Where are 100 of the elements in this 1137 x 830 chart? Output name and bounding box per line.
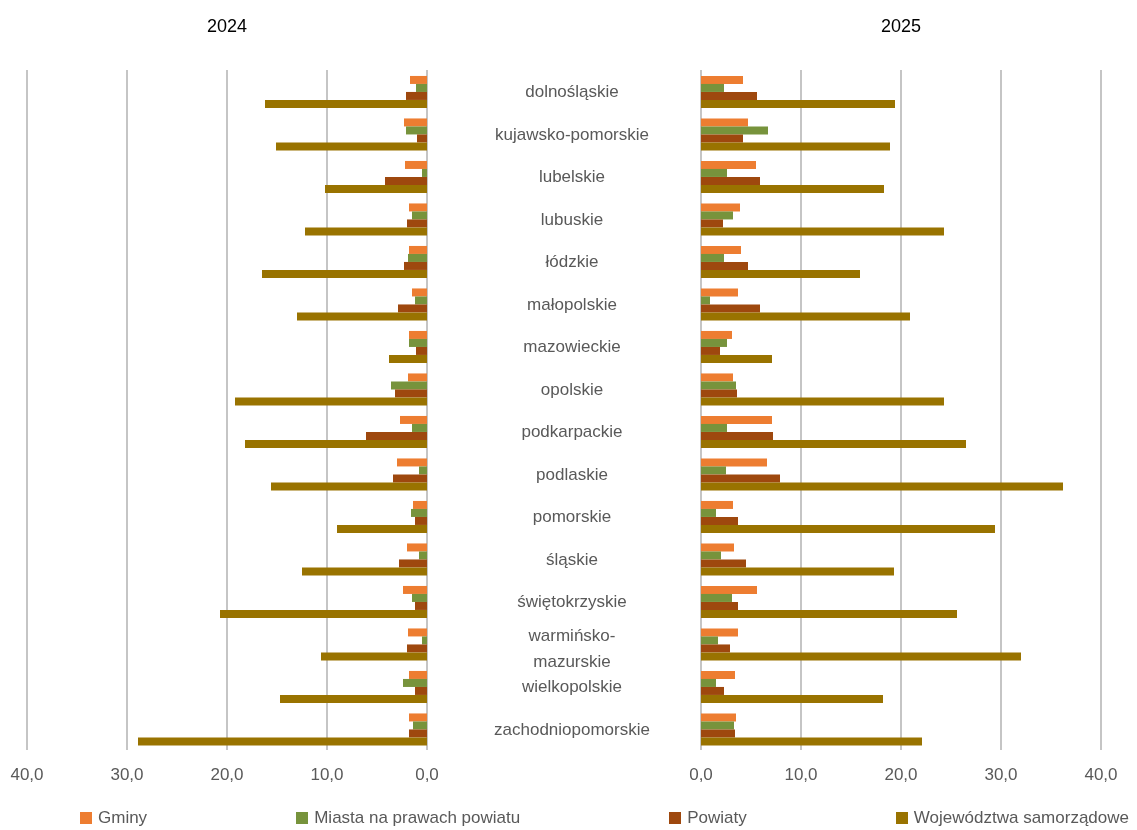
- x-tick-label: 30,0: [984, 765, 1018, 785]
- bar: [391, 381, 427, 390]
- bar: [325, 184, 427, 193]
- legend-label: Województwa samorządowe: [913, 808, 1129, 828]
- bar: [701, 346, 720, 355]
- y-tick-label: lubuskie: [540, 209, 604, 229]
- bar: [410, 75, 427, 84]
- bar: [701, 466, 726, 475]
- bar: [302, 567, 427, 576]
- bar: [408, 253, 427, 262]
- bar: [271, 482, 427, 491]
- bar: [701, 176, 760, 185]
- bar: [701, 203, 740, 212]
- bar: [701, 644, 730, 653]
- bar: [701, 269, 860, 278]
- bar: [701, 559, 746, 568]
- bar: [701, 628, 738, 637]
- bar: [409, 338, 427, 347]
- y-tick-label: dolnośląskie: [525, 81, 619, 101]
- bar: [408, 628, 427, 637]
- bar: [701, 245, 741, 254]
- y-tick-label: podlaskie: [536, 464, 608, 484]
- x-tick-label: 10,0: [784, 765, 818, 785]
- bar: [404, 118, 427, 127]
- bar: [138, 737, 427, 746]
- bar: [413, 721, 427, 730]
- bar: [701, 678, 716, 687]
- legend-label: Powiaty: [687, 808, 747, 828]
- x-tick-label: 40,0: [10, 765, 44, 785]
- bar: [701, 354, 772, 363]
- bar: [415, 601, 427, 610]
- bar: [407, 543, 427, 552]
- bar: [397, 458, 427, 467]
- bar: [409, 245, 427, 254]
- x-tick-label: 20,0: [884, 765, 918, 785]
- bar: [406, 91, 427, 100]
- bar: [701, 686, 724, 695]
- bar: [412, 211, 427, 220]
- bar: [701, 551, 721, 560]
- bar: [321, 652, 427, 661]
- legend-label: Gminy: [98, 808, 148, 828]
- bar: [409, 670, 427, 679]
- bar: [701, 83, 724, 92]
- bar: [403, 585, 427, 594]
- y-tick-label: pomorskie: [532, 506, 612, 526]
- bar: [419, 466, 427, 475]
- bar: [701, 126, 768, 135]
- bar: [701, 415, 772, 424]
- chart-title: 2024: [205, 16, 248, 37]
- bar: [411, 508, 427, 517]
- bar: [701, 373, 733, 382]
- bar: [408, 373, 427, 382]
- bar: [701, 609, 957, 618]
- bar: [701, 543, 734, 552]
- y-tick-label: wielkopolskie: [520, 676, 623, 696]
- bar: [235, 397, 427, 406]
- bar: [407, 219, 427, 228]
- bar: [415, 296, 427, 305]
- bar: [701, 474, 780, 483]
- bar: [701, 288, 738, 297]
- bar: [220, 609, 427, 618]
- bar: [415, 686, 427, 695]
- bar: [422, 168, 427, 177]
- y-tick-label: lubelskie: [538, 166, 606, 186]
- y-tick-label: kujawsko-pomorskie: [495, 124, 649, 144]
- bar: [701, 567, 894, 576]
- bar: [701, 227, 944, 236]
- bar: [385, 176, 427, 185]
- chart-title: 2025: [879, 16, 922, 37]
- bar: [701, 91, 757, 100]
- bar: [701, 381, 736, 390]
- y-tick-label: podkarpackie: [521, 421, 623, 441]
- bar: [245, 439, 427, 448]
- bar: [400, 415, 427, 424]
- bar: [701, 737, 922, 746]
- bar: [701, 458, 767, 467]
- y-tick-label: mazowieckie: [523, 336, 621, 356]
- bar: [412, 593, 427, 602]
- bar: [701, 439, 966, 448]
- bar: [399, 559, 427, 568]
- x-tick-label: 40,0: [1084, 765, 1118, 785]
- bar: [701, 516, 738, 525]
- bar: [701, 397, 944, 406]
- bar: [701, 168, 727, 177]
- bar: [701, 585, 757, 594]
- bar: [701, 75, 743, 84]
- bar: [422, 636, 427, 645]
- bar: [393, 474, 427, 483]
- y-tick-label: łódzkie: [545, 251, 599, 271]
- bar: [701, 431, 773, 440]
- bar: [265, 99, 427, 108]
- bar: [701, 389, 737, 398]
- bar: [701, 99, 895, 108]
- bar: [701, 134, 743, 143]
- x-tick-label: 0,0: [689, 765, 713, 785]
- bar: [701, 524, 995, 533]
- bar: [701, 482, 1063, 491]
- legend-label: Miasta na prawach powiatu: [314, 808, 521, 828]
- bar: [412, 288, 427, 297]
- bar: [701, 142, 890, 151]
